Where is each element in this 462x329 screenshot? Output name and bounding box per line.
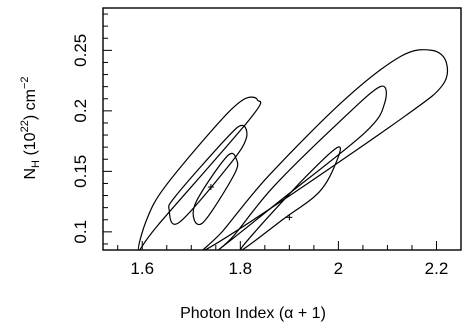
y-axis-unit: ) cm — [22, 89, 39, 120]
y-ticks: 0.1 0.15 0.2 0.25 — [71, 13, 112, 245]
plot-frame — [102, 7, 462, 251]
contour-1-level-2 — [168, 124, 248, 225]
contour-2-level-1 — [240, 146, 341, 250]
x-tick-label: 2.2 — [425, 259, 449, 278]
contour-2-level-2 — [217, 85, 387, 250]
x-tick-label: 2 — [334, 259, 343, 278]
y-axis-symbol: N — [22, 168, 39, 180]
y-axis-title: NH (1022) cm−2 — [19, 77, 42, 180]
contour-2-level-3 — [202, 49, 449, 250]
contour-1-level-1 — [192, 152, 239, 226]
y-axis-prefix: (10 — [22, 132, 39, 160]
contour-group — [137, 49, 449, 250]
y-axis-unit-exponent: −2 — [19, 77, 31, 90]
y-tick-label: 0.2 — [71, 99, 90, 123]
x-tick-label: 1.6 — [130, 259, 154, 278]
best-fit-marker-2 — [286, 214, 293, 221]
y-axis-exponent: 22 — [19, 120, 31, 132]
x-tick-label: 1.8 — [228, 259, 252, 278]
y-tick-label: 0.15 — [71, 155, 90, 188]
x-ticks: 1.6 1.8 2 2.2 — [117, 241, 462, 278]
y-axis-subscript: H — [30, 160, 42, 168]
best-fit-markers — [207, 184, 293, 221]
contour-1-level-3 — [137, 96, 262, 250]
best-fit-marker-1 — [207, 184, 214, 191]
y-tick-label: 0.25 — [71, 34, 90, 67]
y-tick-label: 0.1 — [71, 220, 90, 244]
x-axis-title: Photon Index (α + 1) — [180, 305, 326, 322]
